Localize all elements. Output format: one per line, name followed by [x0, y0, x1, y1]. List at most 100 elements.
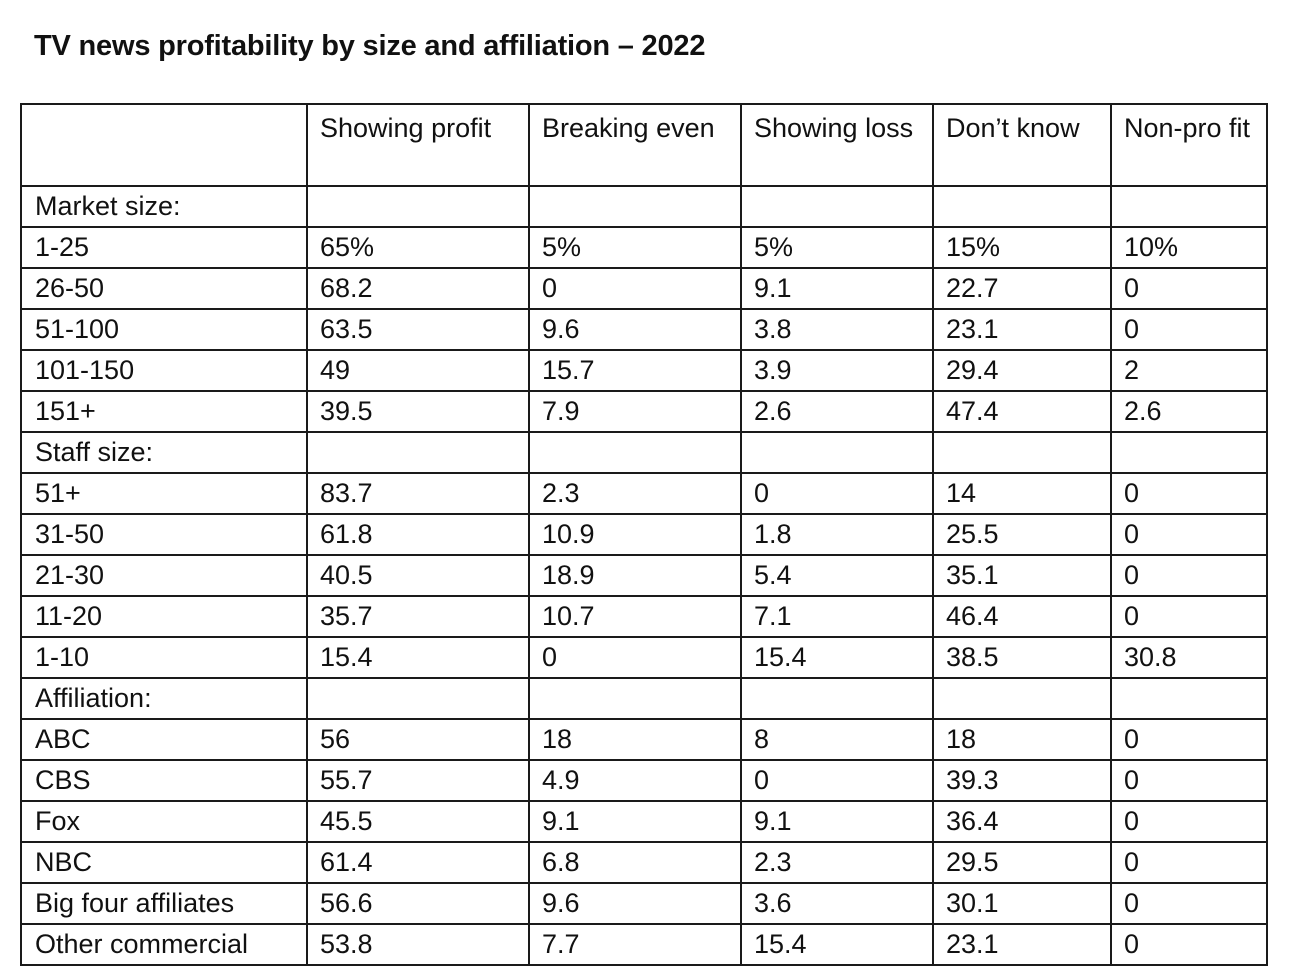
- table-row: Market size:: [20, 185, 1268, 228]
- cell-showing-profit: 65%: [306, 226, 530, 269]
- cell-non-profit: 30.8: [1110, 636, 1268, 679]
- table-row: NBC 61.4 6.8 2.3 29.5 0: [20, 841, 1268, 884]
- table-row: 151+ 39.5 7.9 2.6 47.4 2.6: [20, 390, 1268, 433]
- row-label: Other commercial: [20, 923, 308, 966]
- cell-breaking-even: 18.9: [528, 554, 742, 597]
- row-label: 21-30: [20, 554, 308, 597]
- cell-breaking-even: 6.8: [528, 841, 742, 884]
- header-cell-non-profit: Non-pro fit: [1110, 103, 1268, 187]
- table-row: 51+ 83.7 2.3 0 14 0: [20, 472, 1268, 515]
- cell-showing-profit: 68.2: [306, 267, 530, 310]
- cell-dont-know: 46.4: [932, 595, 1112, 638]
- row-label: 26-50: [20, 267, 308, 310]
- cell-non-profit: 0: [1110, 923, 1268, 966]
- header-cell-dont-know: Don’t know: [932, 103, 1112, 187]
- table-row: 51-100 63.5 9.6 3.8 23.1 0: [20, 308, 1268, 351]
- cell-showing-loss: 3.9: [740, 349, 934, 392]
- table-row: 21-30 40.5 18.9 5.4 35.1 0: [20, 554, 1268, 597]
- row-label: 11-20: [20, 595, 308, 638]
- cell-dont-know: 25.5: [932, 513, 1112, 556]
- cell-breaking-even: [528, 677, 742, 720]
- cell-breaking-even: 0: [528, 267, 742, 310]
- cell-non-profit: [1110, 185, 1268, 228]
- cell-showing-loss: 3.8: [740, 308, 934, 351]
- table-row: 1-10 15.4 0 15.4 38.5 30.8: [20, 636, 1268, 679]
- cell-non-profit: 2.6: [1110, 390, 1268, 433]
- row-label: 1-10: [20, 636, 308, 679]
- cell-showing-profit: 35.7: [306, 595, 530, 638]
- cell-showing-loss: 8: [740, 718, 934, 761]
- row-label: Market size:: [20, 185, 308, 228]
- row-label: Big four affiliates: [20, 882, 308, 925]
- table-row: 1-25 65% 5% 5% 15% 10%: [20, 226, 1268, 269]
- header-row: Showing profit Breaking even Showing los…: [20, 103, 1268, 187]
- row-label: 101-150: [20, 349, 308, 392]
- cell-showing-loss: 7.1: [740, 595, 934, 638]
- table-row: Staff size:: [20, 431, 1268, 474]
- cell-breaking-even: [528, 185, 742, 228]
- cell-breaking-even: 7.7: [528, 923, 742, 966]
- cell-showing-loss: 1.8: [740, 513, 934, 556]
- table-row: Big four affiliates 56.6 9.6 3.6 30.1 0: [20, 882, 1268, 925]
- cell-showing-loss: 9.1: [740, 267, 934, 310]
- cell-dont-know: 29.5: [932, 841, 1112, 884]
- cell-showing-profit: [306, 677, 530, 720]
- cell-showing-profit: 61.4: [306, 841, 530, 884]
- header-cell-row-labels: [20, 103, 308, 187]
- table-row: 101-150 49 15.7 3.9 29.4 2: [20, 349, 1268, 392]
- cell-showing-loss: 15.4: [740, 636, 934, 679]
- cell-showing-profit: [306, 185, 530, 228]
- row-label: 51-100: [20, 308, 308, 351]
- table-row: CBS 55.7 4.9 0 39.3 0: [20, 759, 1268, 802]
- cell-showing-profit: 61.8: [306, 513, 530, 556]
- cell-dont-know: 47.4: [932, 390, 1112, 433]
- cell-non-profit: 0: [1110, 595, 1268, 638]
- cell-dont-know: 14: [932, 472, 1112, 515]
- cell-showing-profit: 56: [306, 718, 530, 761]
- cell-non-profit: [1110, 677, 1268, 720]
- header-cell-breaking-even: Breaking even: [528, 103, 742, 187]
- cell-showing-loss: 5%: [740, 226, 934, 269]
- cell-non-profit: 0: [1110, 513, 1268, 556]
- cell-breaking-even: 0: [528, 636, 742, 679]
- table-body: Market size: 1-25 65% 5% 5% 15% 10% 26-50 68.2 0 9…: [20, 185, 1268, 966]
- cell-non-profit: 0: [1110, 718, 1268, 761]
- row-label: 151+: [20, 390, 308, 433]
- cell-breaking-even: 9.6: [528, 882, 742, 925]
- cell-dont-know: 30.1: [932, 882, 1112, 925]
- cell-showing-profit: 45.5: [306, 800, 530, 843]
- cell-showing-profit: 56.6: [306, 882, 530, 925]
- cell-non-profit: 0: [1110, 308, 1268, 351]
- row-label: ABC: [20, 718, 308, 761]
- row-label: Staff size:: [20, 431, 308, 474]
- row-label: 51+: [20, 472, 308, 515]
- cell-non-profit: 0: [1110, 882, 1268, 925]
- cell-dont-know: 22.7: [932, 267, 1112, 310]
- cell-breaking-even: 7.9: [528, 390, 742, 433]
- cell-showing-profit: 83.7: [306, 472, 530, 515]
- cell-dont-know: 38.5: [932, 636, 1112, 679]
- header-cell-showing-loss: Showing loss: [740, 103, 934, 187]
- cell-non-profit: 0: [1110, 800, 1268, 843]
- cell-dont-know: 15%: [932, 226, 1112, 269]
- row-label: Affiliation:: [20, 677, 308, 720]
- cell-showing-loss: [740, 677, 934, 720]
- profitability-table: Showing profit Breaking even Showing los…: [20, 103, 1268, 966]
- cell-showing-profit: 53.8: [306, 923, 530, 966]
- cell-non-profit: 0: [1110, 267, 1268, 310]
- cell-non-profit: [1110, 431, 1268, 474]
- cell-dont-know: [932, 431, 1112, 474]
- cell-showing-loss: 5.4: [740, 554, 934, 597]
- cell-breaking-even: 5%: [528, 226, 742, 269]
- table-row: 31-50 61.8 10.9 1.8 25.5 0: [20, 513, 1268, 556]
- cell-showing-loss: [740, 431, 934, 474]
- cell-showing-profit: 39.5: [306, 390, 530, 433]
- cell-breaking-even: 18: [528, 718, 742, 761]
- row-label: 1-25: [20, 226, 308, 269]
- table-row: 11-20 35.7 10.7 7.1 46.4 0: [20, 595, 1268, 638]
- cell-dont-know: 36.4: [932, 800, 1112, 843]
- cell-breaking-even: 15.7: [528, 349, 742, 392]
- cell-breaking-even: 10.7: [528, 595, 742, 638]
- cell-breaking-even: [528, 431, 742, 474]
- cell-showing-loss: 15.4: [740, 923, 934, 966]
